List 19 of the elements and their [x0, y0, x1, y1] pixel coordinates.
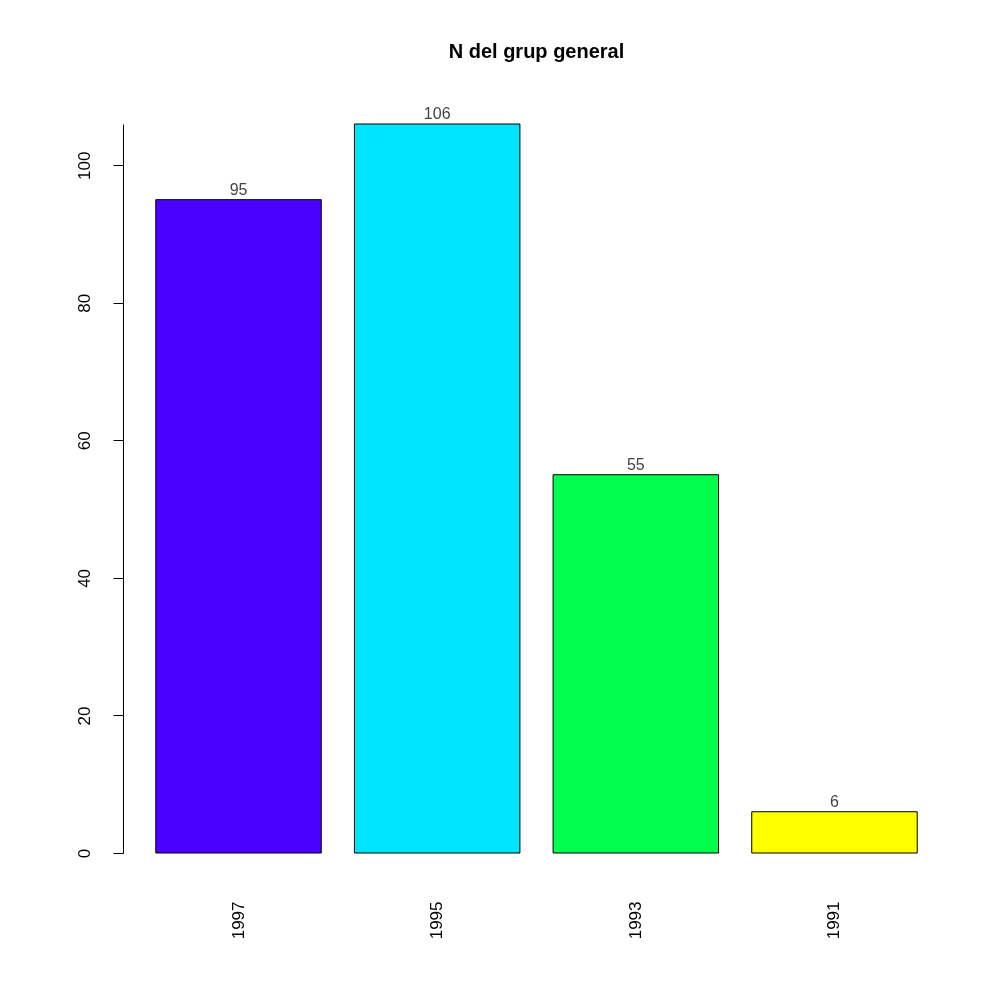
bar: [155, 199, 322, 854]
y-tick-label: 0: [74, 848, 94, 859]
x-tick-label: 1997: [228, 901, 248, 940]
data-label: 55: [626, 455, 645, 473]
x-tick-label: 1995: [427, 901, 447, 940]
bar: [751, 811, 918, 854]
chart-title: N del grup general: [448, 40, 625, 62]
x-tick-label: 1993: [625, 901, 645, 940]
bar: [353, 123, 521, 854]
y-tick-label: 20: [74, 706, 94, 726]
y-tick-label: 60: [74, 431, 94, 451]
data-label: 95: [229, 180, 248, 198]
y-tick-label: 100: [74, 151, 94, 180]
data-label: 106: [423, 105, 451, 122]
y-tick-label: 80: [74, 293, 94, 313]
x-tick-label: 1991: [824, 901, 844, 940]
y-tick-label: 40: [74, 568, 94, 588]
bar: [552, 474, 720, 854]
data-label: 6: [830, 792, 840, 810]
